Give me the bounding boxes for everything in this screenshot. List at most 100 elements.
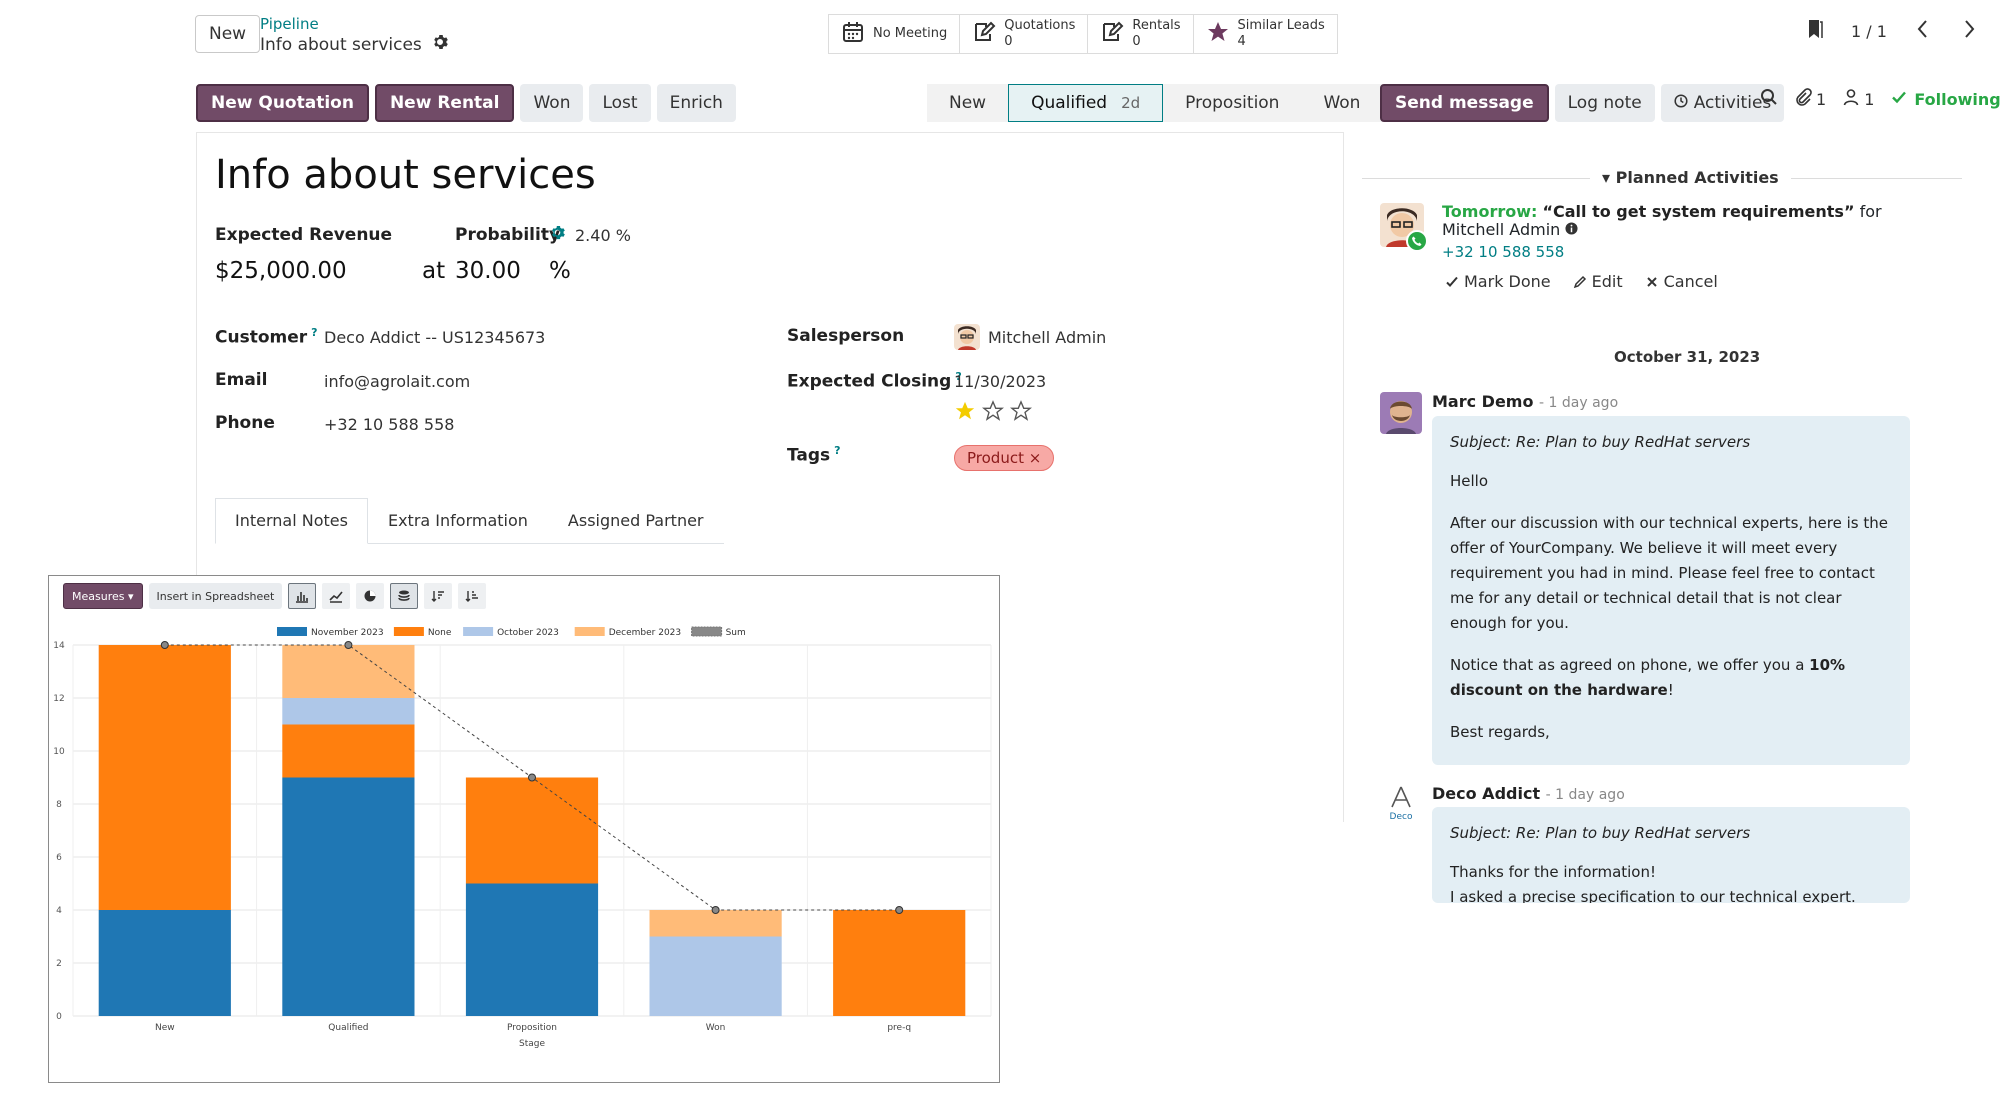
- stage-qualified[interactable]: Qualified 2d: [1008, 84, 1164, 122]
- sort-descending-icon[interactable]: [424, 583, 453, 609]
- enrich-button[interactable]: Enrich: [656, 84, 736, 122]
- smart-button-label: Similar Leads: [1237, 18, 1325, 33]
- email-field[interactable]: info@agrolait.com: [324, 372, 471, 391]
- star-outline-icon[interactable]: [981, 400, 1005, 427]
- message-bubble: Subject: Re: Plan to buy RedHat servers …: [1432, 807, 1910, 903]
- similar-leads-button[interactable]: Similar Leads 4: [1194, 15, 1337, 53]
- message-subject: Subject: Re: Plan to buy RedHat servers: [1450, 433, 1751, 451]
- smart-button-label: Rentals: [1132, 18, 1181, 33]
- rentals-button[interactable]: Rentals 0: [1088, 15, 1194, 53]
- legend-swatch: [277, 627, 307, 636]
- new-record-button[interactable]: New: [195, 15, 261, 53]
- chatter-tools: 1 1 Following: [1760, 88, 2000, 110]
- star-icon: [1206, 20, 1230, 48]
- bar-chart-icon[interactable]: [288, 583, 317, 609]
- help-tooltip[interactable]: ?: [311, 326, 318, 339]
- probability-field[interactable]: 30.00: [455, 258, 521, 284]
- new-rental-button[interactable]: New Rental: [374, 84, 515, 122]
- breadcrumb-current: Info about services: [260, 34, 422, 55]
- bookmark-icon[interactable]: [1805, 18, 1825, 44]
- activities-button[interactable]: Activities: [1660, 84, 1785, 122]
- gear-icon[interactable]: [550, 225, 565, 245]
- insert-in-spreadsheet-button[interactable]: Insert in Spreadsheet: [148, 583, 283, 609]
- tab-internal-notes[interactable]: Internal Notes: [215, 498, 368, 544]
- sum-point: [528, 773, 536, 782]
- star-outline-icon[interactable]: [1009, 400, 1033, 427]
- expected-revenue-field[interactable]: $25,000.00: [215, 258, 347, 284]
- y-tick-label: 14: [53, 641, 65, 651]
- bar-segment: [465, 777, 599, 884]
- sum-point: [344, 641, 353, 649]
- message-bubble: Subject: Re: Plan to buy RedHat servers …: [1432, 416, 1910, 765]
- sort-ascending-icon[interactable]: [458, 583, 487, 609]
- chevron-left-icon[interactable]: [1913, 18, 1933, 44]
- check-icon: [1890, 88, 1908, 110]
- pager-value[interactable]: 1 / 1: [1851, 21, 1887, 41]
- graph-view-panel: 0 2 4 6 8 10 12 14 New Qualified Proposition Won pre…: [48, 575, 1000, 1083]
- mark-done-button[interactable]: Mark Done: [1445, 272, 1551, 291]
- stage-pipeline-bar: New Qualified 2d Proposition Won: [927, 84, 1383, 122]
- quotations-button[interactable]: Quotations 0: [960, 15, 1089, 53]
- help-tooltip[interactable]: ?: [834, 444, 841, 457]
- smart-buttons: No Meeting Quotations 0 Rentals 0 Similar …: [828, 14, 1338, 54]
- stage-proposition[interactable]: Proposition: [1185, 93, 1280, 113]
- following-button[interactable]: Following: [1890, 88, 2000, 110]
- record-title[interactable]: Info about services: [215, 152, 596, 198]
- gear-icon[interactable]: [432, 34, 448, 55]
- attachments-button[interactable]: 1: [1794, 88, 1826, 110]
- lost-button[interactable]: Lost: [589, 84, 651, 122]
- clock-icon: [1674, 93, 1688, 113]
- chart-toolbar: Measures ▾ Insert in Spreadsheet: [63, 583, 487, 609]
- send-message-button[interactable]: Send message: [1380, 84, 1549, 122]
- legend-label: December 2023: [609, 628, 681, 638]
- breadcrumb-pipeline-link[interactable]: Pipeline: [260, 15, 319, 33]
- won-button[interactable]: Won: [520, 84, 584, 122]
- stacked-icon[interactable]: [390, 583, 419, 609]
- log-note-button[interactable]: Log note: [1554, 84, 1655, 122]
- message-paragraph: After our discussion with our technical …: [1450, 514, 1888, 632]
- avatar: [954, 324, 980, 350]
- smart-button-label: No Meeting: [873, 26, 948, 41]
- edit-button[interactable]: Edit: [1573, 272, 1623, 291]
- info-icon[interactable]: [1565, 220, 1578, 239]
- paperclip-icon: [1794, 88, 1812, 110]
- star-icon[interactable]: [954, 400, 976, 427]
- salesperson-field[interactable]: Mitchell Admin: [954, 324, 1106, 350]
- message-author[interactable]: Deco Addict - 1 day ago: [1432, 784, 1625, 803]
- x-tick-label: pre-q: [887, 1023, 911, 1033]
- line-chart-icon[interactable]: [322, 583, 351, 609]
- close-icon[interactable]: ×: [1028, 449, 1042, 467]
- phone-field[interactable]: +32 10 588 558: [324, 415, 455, 434]
- measures-dropdown[interactable]: Measures ▾: [63, 583, 143, 609]
- cancel-button[interactable]: Cancel: [1645, 272, 1718, 291]
- bar-segment: [649, 936, 782, 1016]
- message-author[interactable]: Marc Demo - 1 day ago: [1432, 392, 1619, 411]
- stage-won[interactable]: Won: [1323, 93, 1361, 113]
- stage-days: 2d: [1121, 94, 1141, 112]
- tab-assigned-partner[interactable]: Assigned Partner: [567, 511, 704, 530]
- smart-button-count: 0: [1004, 34, 1013, 49]
- new-quotation-button[interactable]: New Quotation: [196, 84, 369, 122]
- avatar: Deco: [1380, 784, 1422, 826]
- salesperson-name: Mitchell Admin: [988, 327, 1107, 347]
- planned-activities-toggle[interactable]: ▾ Planned Activities: [1590, 168, 1791, 187]
- expected-closing-field[interactable]: 11/30/2023: [954, 372, 1047, 391]
- legend-label: Sum: [726, 628, 746, 638]
- help-tooltip[interactable]: ?: [955, 370, 962, 383]
- stage-new[interactable]: New: [949, 93, 987, 113]
- search-icon[interactable]: [1760, 88, 1778, 110]
- y-tick-label: 4: [56, 906, 62, 916]
- customer-field[interactable]: Deco Addict -- US12345673: [324, 328, 546, 347]
- y-tick-label: 0: [56, 1012, 62, 1022]
- tag-badge[interactable]: Product ×: [954, 445, 1055, 471]
- message-paragraph: I asked a precise specification to our t…: [1450, 888, 1856, 903]
- stage-label: Qualified: [1031, 93, 1108, 113]
- no-meeting-button[interactable]: No Meeting: [829, 15, 961, 53]
- chevron-right-icon[interactable]: [1959, 18, 1979, 44]
- tab-extra-information[interactable]: Extra Information: [387, 511, 528, 530]
- activity-phone[interactable]: +32 10 588 558: [1442, 243, 1565, 261]
- followers-button[interactable]: 1: [1842, 88, 1874, 110]
- legend-swatch: [393, 627, 424, 636]
- y-tick-label: 8: [56, 800, 62, 810]
- pie-chart-icon[interactable]: [356, 583, 385, 609]
